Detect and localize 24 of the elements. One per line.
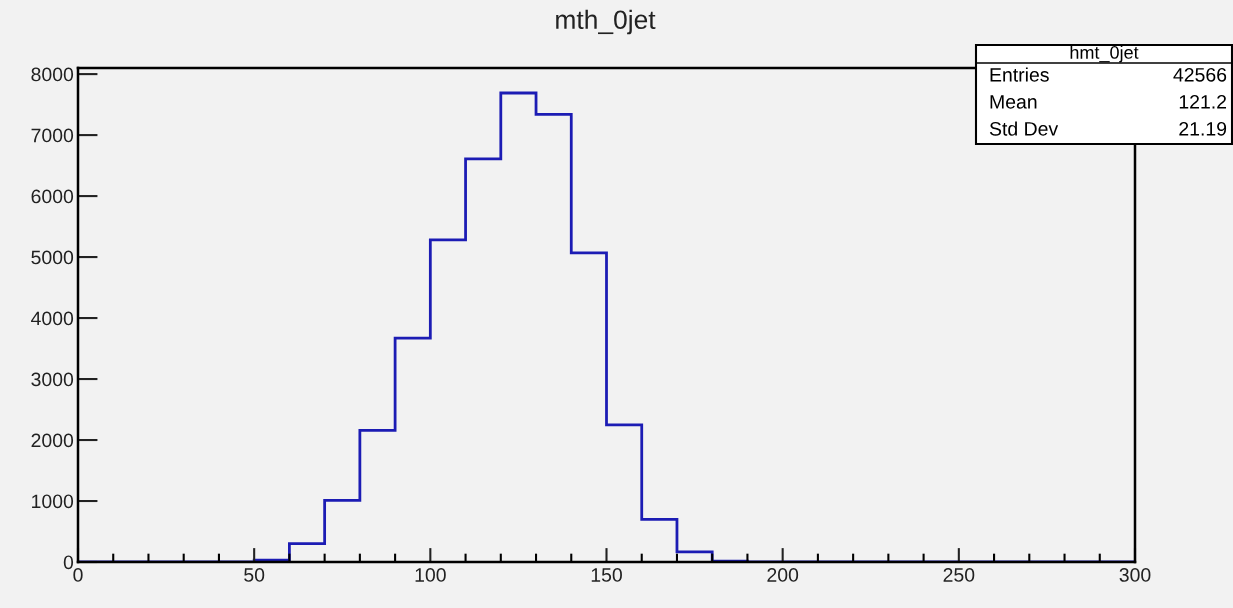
text: 21.19 [1179, 121, 1227, 136]
x-tick-label: 50 [244, 568, 265, 582]
y-tick-label: 7000 [31, 128, 74, 143]
y-tick-label: 5000 [31, 250, 74, 265]
x-tick-label: 250 [943, 568, 975, 582]
annotation: Mean [990, 95, 1037, 109]
y-tick-label: 3000 [31, 372, 74, 387]
x-tick-label: 0 [73, 568, 83, 582]
y-tick-label: 4000 [31, 311, 74, 326]
text: 42566 [1173, 67, 1227, 82]
y-tick-label: 8000 [31, 67, 74, 82]
annotation: Entries [990, 67, 1049, 82]
x-tick-label: 150 [591, 568, 622, 582]
y-tick-label: 0 [63, 555, 74, 570]
y-tick-label: 1000 [32, 494, 74, 509]
chart-title: mth_0jet [556, 9, 656, 35]
y-tick-label: 2000 [31, 433, 74, 448]
text: hmt_0jet [1070, 45, 1139, 63]
x-tick-label: 100 [415, 568, 446, 582]
x-tick-label: 300 [1119, 568, 1151, 582]
text: 121.2 [1179, 94, 1227, 109]
y-tick-label: 6000 [31, 189, 74, 204]
annotation: Std Dev [989, 121, 1059, 136]
x-tick-label: 200 [767, 568, 799, 582]
